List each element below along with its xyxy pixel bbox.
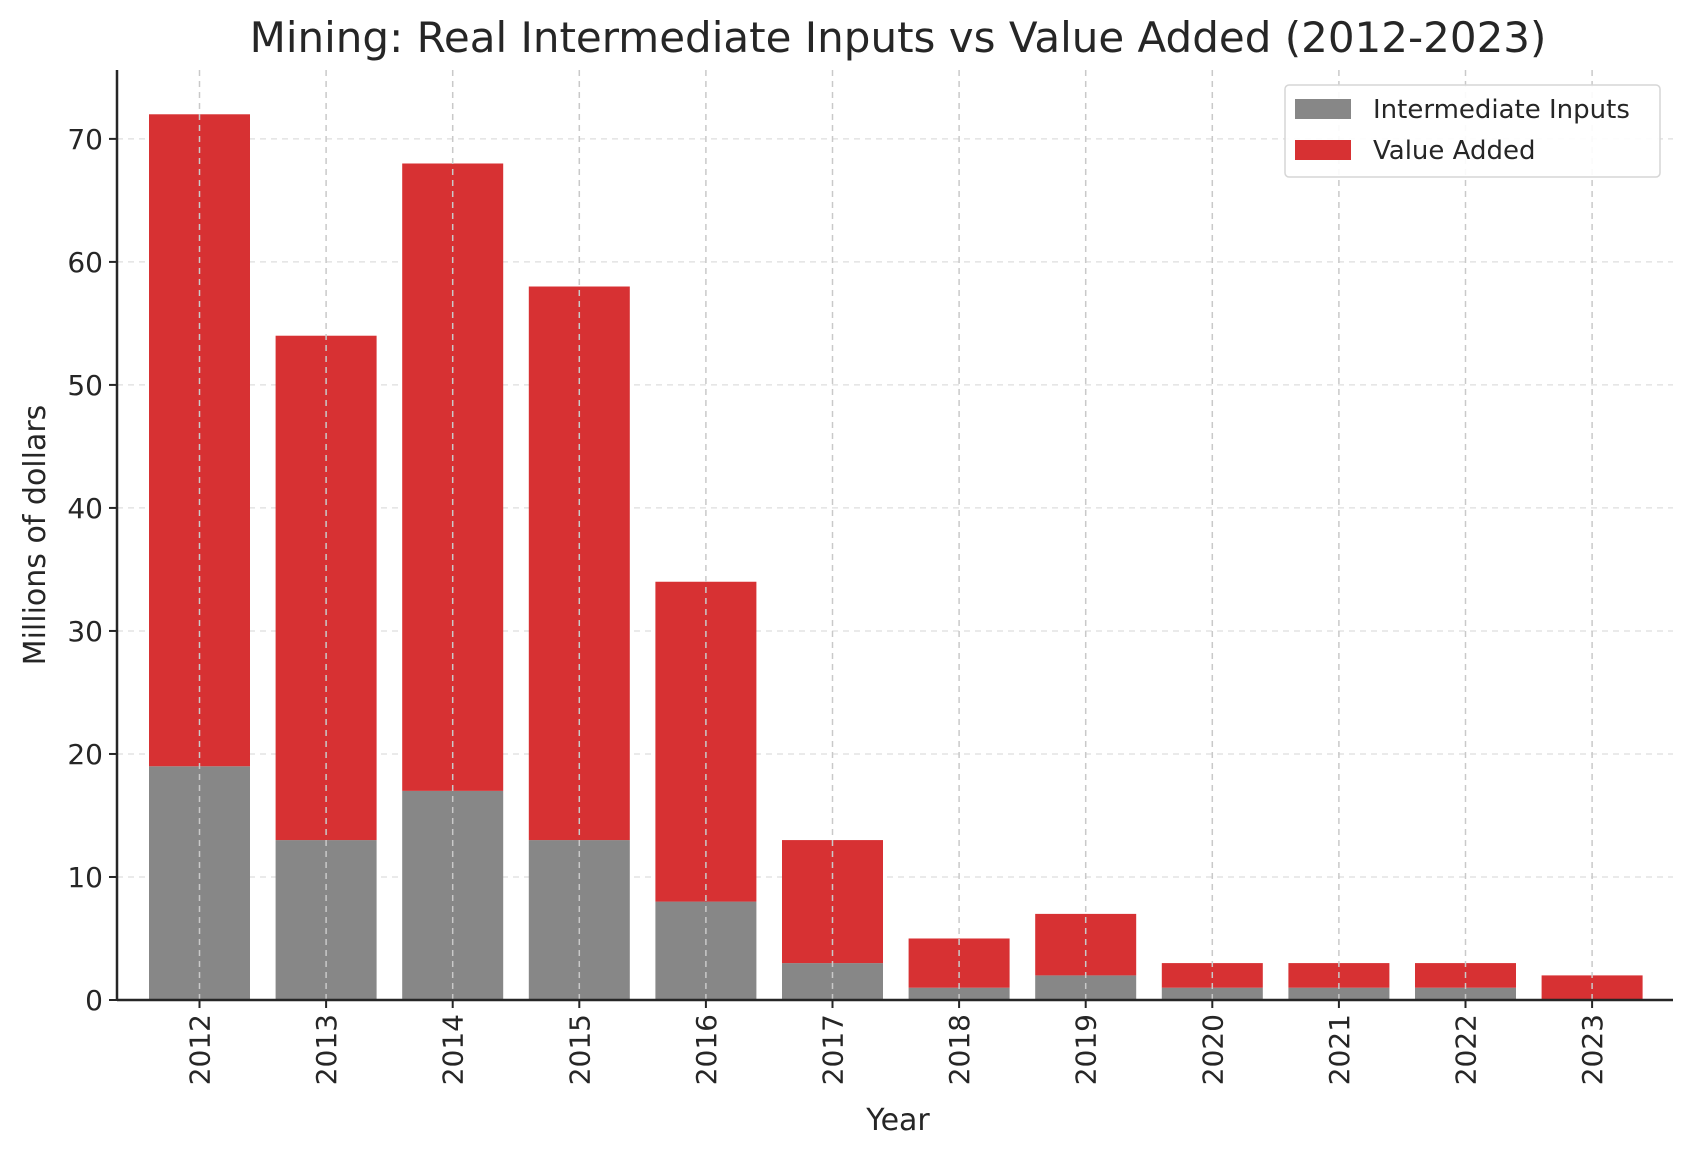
x-tick-label: 2023 xyxy=(1576,1014,1609,1085)
y-axis-label: Millions of dollars xyxy=(18,405,53,666)
y-tick-label: 70 xyxy=(67,123,103,156)
x-tick-label: 2013 xyxy=(310,1014,343,1085)
x-ticks: 2012 2013 2014 2015 2016 2017 2018 2019 2020 2021… xyxy=(184,1000,1609,1085)
legend-label: Intermediate Inputs xyxy=(1373,95,1630,125)
x-tick-label: 2020 xyxy=(1196,1014,1229,1085)
y-tick-label: 0 xyxy=(85,984,103,1017)
y-tick-label: 50 xyxy=(67,369,103,402)
y-tick-label: 40 xyxy=(67,492,103,525)
bar-intermediate-inputs-2020 xyxy=(1161,987,1263,1000)
y-tick-label: 20 xyxy=(67,738,103,771)
bar-intermediate-inputs-2018 xyxy=(908,987,1010,1000)
bars xyxy=(149,70,1643,1000)
bar-intermediate-inputs-2022 xyxy=(1415,987,1516,1000)
x-tick-label: 2016 xyxy=(690,1014,723,1085)
x-tick-label: 2018 xyxy=(943,1014,976,1085)
x-tick-label: 2022 xyxy=(1450,1014,1483,1085)
x-tick-label: 2015 xyxy=(563,1014,596,1085)
x-tick-label: 2021 xyxy=(1323,1014,1356,1085)
x-tick-label: 2014 xyxy=(437,1014,470,1085)
legend-label: Value Added xyxy=(1373,136,1536,166)
bar-intermediate-inputs-2021 xyxy=(1288,987,1390,1000)
chart-title: Mining: Real Intermediate Inputs vs Valu… xyxy=(250,13,1547,62)
legend-swatch xyxy=(1295,99,1351,119)
y-ticks: 0 10 20 30 40 50 60 70 xyxy=(67,123,117,1017)
y-tick-label: 30 xyxy=(67,615,103,648)
x-tick-label: 2012 xyxy=(184,1014,217,1085)
legend-box xyxy=(1284,84,1661,178)
axes xyxy=(115,70,1673,1002)
bar-intermediate-inputs-2017 xyxy=(782,963,883,1000)
x-tick-label: 2019 xyxy=(1070,1014,1103,1085)
legend: Intermediate Inputs Value Added xyxy=(1284,84,1661,178)
y-tick-label: 10 xyxy=(67,861,103,894)
legend-swatch xyxy=(1295,140,1351,160)
x-axis-label: Year xyxy=(865,1103,930,1138)
y-tick-label: 60 xyxy=(67,246,103,279)
x-tick-label: 2017 xyxy=(817,1014,850,1085)
